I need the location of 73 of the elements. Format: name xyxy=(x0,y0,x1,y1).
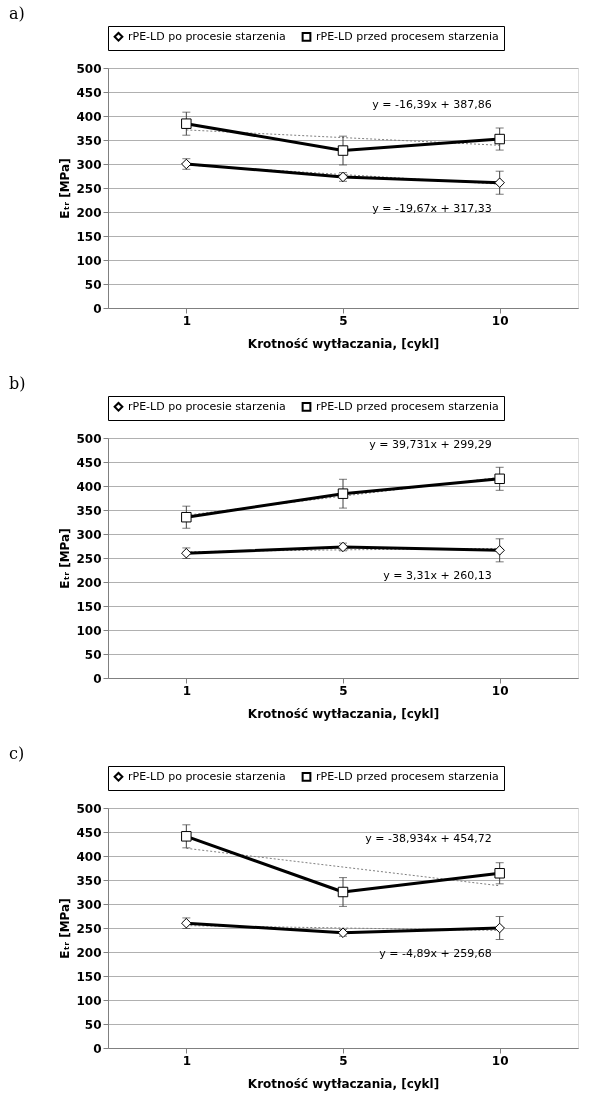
x-tick-label: 1 xyxy=(182,313,192,328)
y-tick-label: 400 xyxy=(76,479,102,494)
legend-label: rPE-LD po procesie starzenia xyxy=(128,29,286,43)
point xyxy=(494,133,505,145)
y-tick-label: 250 xyxy=(76,921,102,936)
y-tick-label: 150 xyxy=(76,229,102,244)
y-tick-label: 350 xyxy=(76,873,102,888)
y-tick-label: 350 xyxy=(76,503,102,518)
y-tick-label: 0 xyxy=(93,1041,102,1056)
point xyxy=(337,886,349,898)
legend-label: rPE-LD po procesie starzenia xyxy=(128,769,286,783)
y-tick-label: 500 xyxy=(76,431,102,446)
y-tick-label: 50 xyxy=(84,277,102,292)
y-axis-title: Eₜᵣ [MPa] xyxy=(58,158,73,219)
x-tick-label: 5 xyxy=(339,1053,348,1068)
y-tick-label: 450 xyxy=(76,455,102,470)
annotation: y = -4,89x + 259,68 xyxy=(379,947,492,960)
x-tick-label: 5 xyxy=(339,683,348,698)
legend-label: rPE-LD przed procesem starzenia xyxy=(316,29,499,43)
x-axis-title: Krotność wytłaczania, [cykl] xyxy=(247,1076,440,1091)
annotation: y = 3,31x + 260,13 xyxy=(383,569,492,583)
annotation: y = 39,731x + 299,29 xyxy=(369,437,492,451)
y-tick-label: 200 xyxy=(76,205,102,220)
point xyxy=(337,145,349,156)
y-tick-label: 250 xyxy=(76,551,102,566)
y-tick-label: 50 xyxy=(84,1017,102,1032)
legend-label: rPE-LD przed procesem starzenia xyxy=(316,769,499,783)
y-tick-label: 200 xyxy=(76,575,102,590)
annotation: y = -19,67x + 317,33 xyxy=(372,201,492,215)
y-axis-title: Eₜᵣ [MPa] xyxy=(58,528,73,589)
point xyxy=(181,511,192,523)
y-tick-label: 400 xyxy=(76,109,102,124)
x-tick-label: 1 xyxy=(182,683,192,698)
x-tick-label: 10 xyxy=(491,683,509,698)
y-tick-label: 500 xyxy=(76,801,102,816)
y-tick-label: 450 xyxy=(76,85,102,100)
point xyxy=(337,488,349,499)
annotation: y = -16,39x + 387,86 xyxy=(372,98,492,112)
y-tick-label: 100 xyxy=(76,623,102,638)
y-tick-label: 300 xyxy=(76,157,102,172)
legend-label: rPE-LD po procesie starzenia xyxy=(128,399,286,413)
annotation: y = -38,934x + 454,72 xyxy=(365,832,492,846)
x-tick-label: 10 xyxy=(491,313,509,328)
point xyxy=(494,473,505,485)
x-tick-label: 10 xyxy=(491,1053,509,1068)
y-axis-title: Eₜᵣ [MPa] xyxy=(58,898,73,959)
y-tick-label: 400 xyxy=(76,849,102,864)
y-tick-label: 150 xyxy=(76,599,102,614)
point xyxy=(494,868,505,879)
y-tick-label: 300 xyxy=(76,897,102,912)
point xyxy=(181,118,192,129)
y-tick-label: 200 xyxy=(76,945,102,960)
y-tick-label: 450 xyxy=(76,825,102,840)
chart-title: a) xyxy=(8,3,25,23)
y-tick-label: 300 xyxy=(76,527,102,542)
y-tick-label: 150 xyxy=(76,969,102,984)
x-tick-label: 1 xyxy=(182,1053,192,1068)
y-tick-label: 0 xyxy=(93,301,102,316)
legend-label: rPE-LD przed procesem starzenia xyxy=(316,399,499,413)
x-axis-title: Krotność wytłaczania, [cykl] xyxy=(247,706,440,721)
chart-title: b) xyxy=(8,373,26,393)
x-tick-label: 5 xyxy=(339,313,348,328)
x-axis-title: Krotność wytłaczania, [cykl] xyxy=(247,336,440,351)
y-tick-label: 350 xyxy=(76,133,102,148)
y-tick-label: 500 xyxy=(76,61,102,76)
y-tick-label: 100 xyxy=(76,253,102,268)
y-tick-label: 250 xyxy=(76,181,102,196)
point xyxy=(181,831,192,842)
chart-title: c) xyxy=(8,743,25,763)
y-tick-label: 0 xyxy=(93,671,102,686)
y-tick-label: 50 xyxy=(84,647,102,662)
point xyxy=(494,922,505,934)
y-tick-label: 100 xyxy=(76,993,102,1008)
